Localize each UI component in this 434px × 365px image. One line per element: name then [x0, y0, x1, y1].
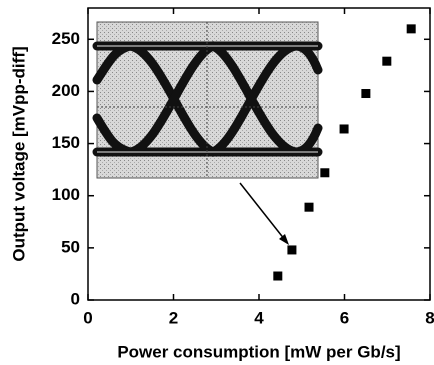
data-point — [361, 89, 370, 98]
data-point — [305, 203, 314, 212]
data-point — [340, 124, 349, 133]
inset-arrow — [240, 183, 289, 245]
data-point — [382, 57, 391, 66]
x-tick-label: 6 — [340, 308, 349, 327]
y-tick-label: 50 — [61, 237, 80, 256]
eye-diagram-inset — [97, 22, 318, 178]
x-axis-label: Power consumption [mW per Gb/s] — [117, 342, 400, 361]
data-point — [407, 24, 416, 33]
y-axis-label: Output voltage [mVpp-diff] — [9, 46, 28, 261]
x-tick-label: 4 — [254, 308, 264, 327]
y-tick-label: 100 — [52, 185, 80, 204]
data-point — [320, 168, 329, 177]
chart: Power consumption [mW per Gb/s] Output v… — [0, 0, 434, 365]
data-point — [287, 245, 296, 254]
y-tick-label: 150 — [52, 133, 80, 152]
x-tick-label: 8 — [425, 308, 434, 327]
x-tick-label: 2 — [169, 308, 178, 327]
y-tick-label: 200 — [52, 81, 80, 100]
y-tick-label: 250 — [52, 29, 80, 48]
data-point — [273, 272, 282, 281]
x-tick-label: 0 — [83, 308, 92, 327]
y-tick-label: 0 — [71, 289, 80, 308]
